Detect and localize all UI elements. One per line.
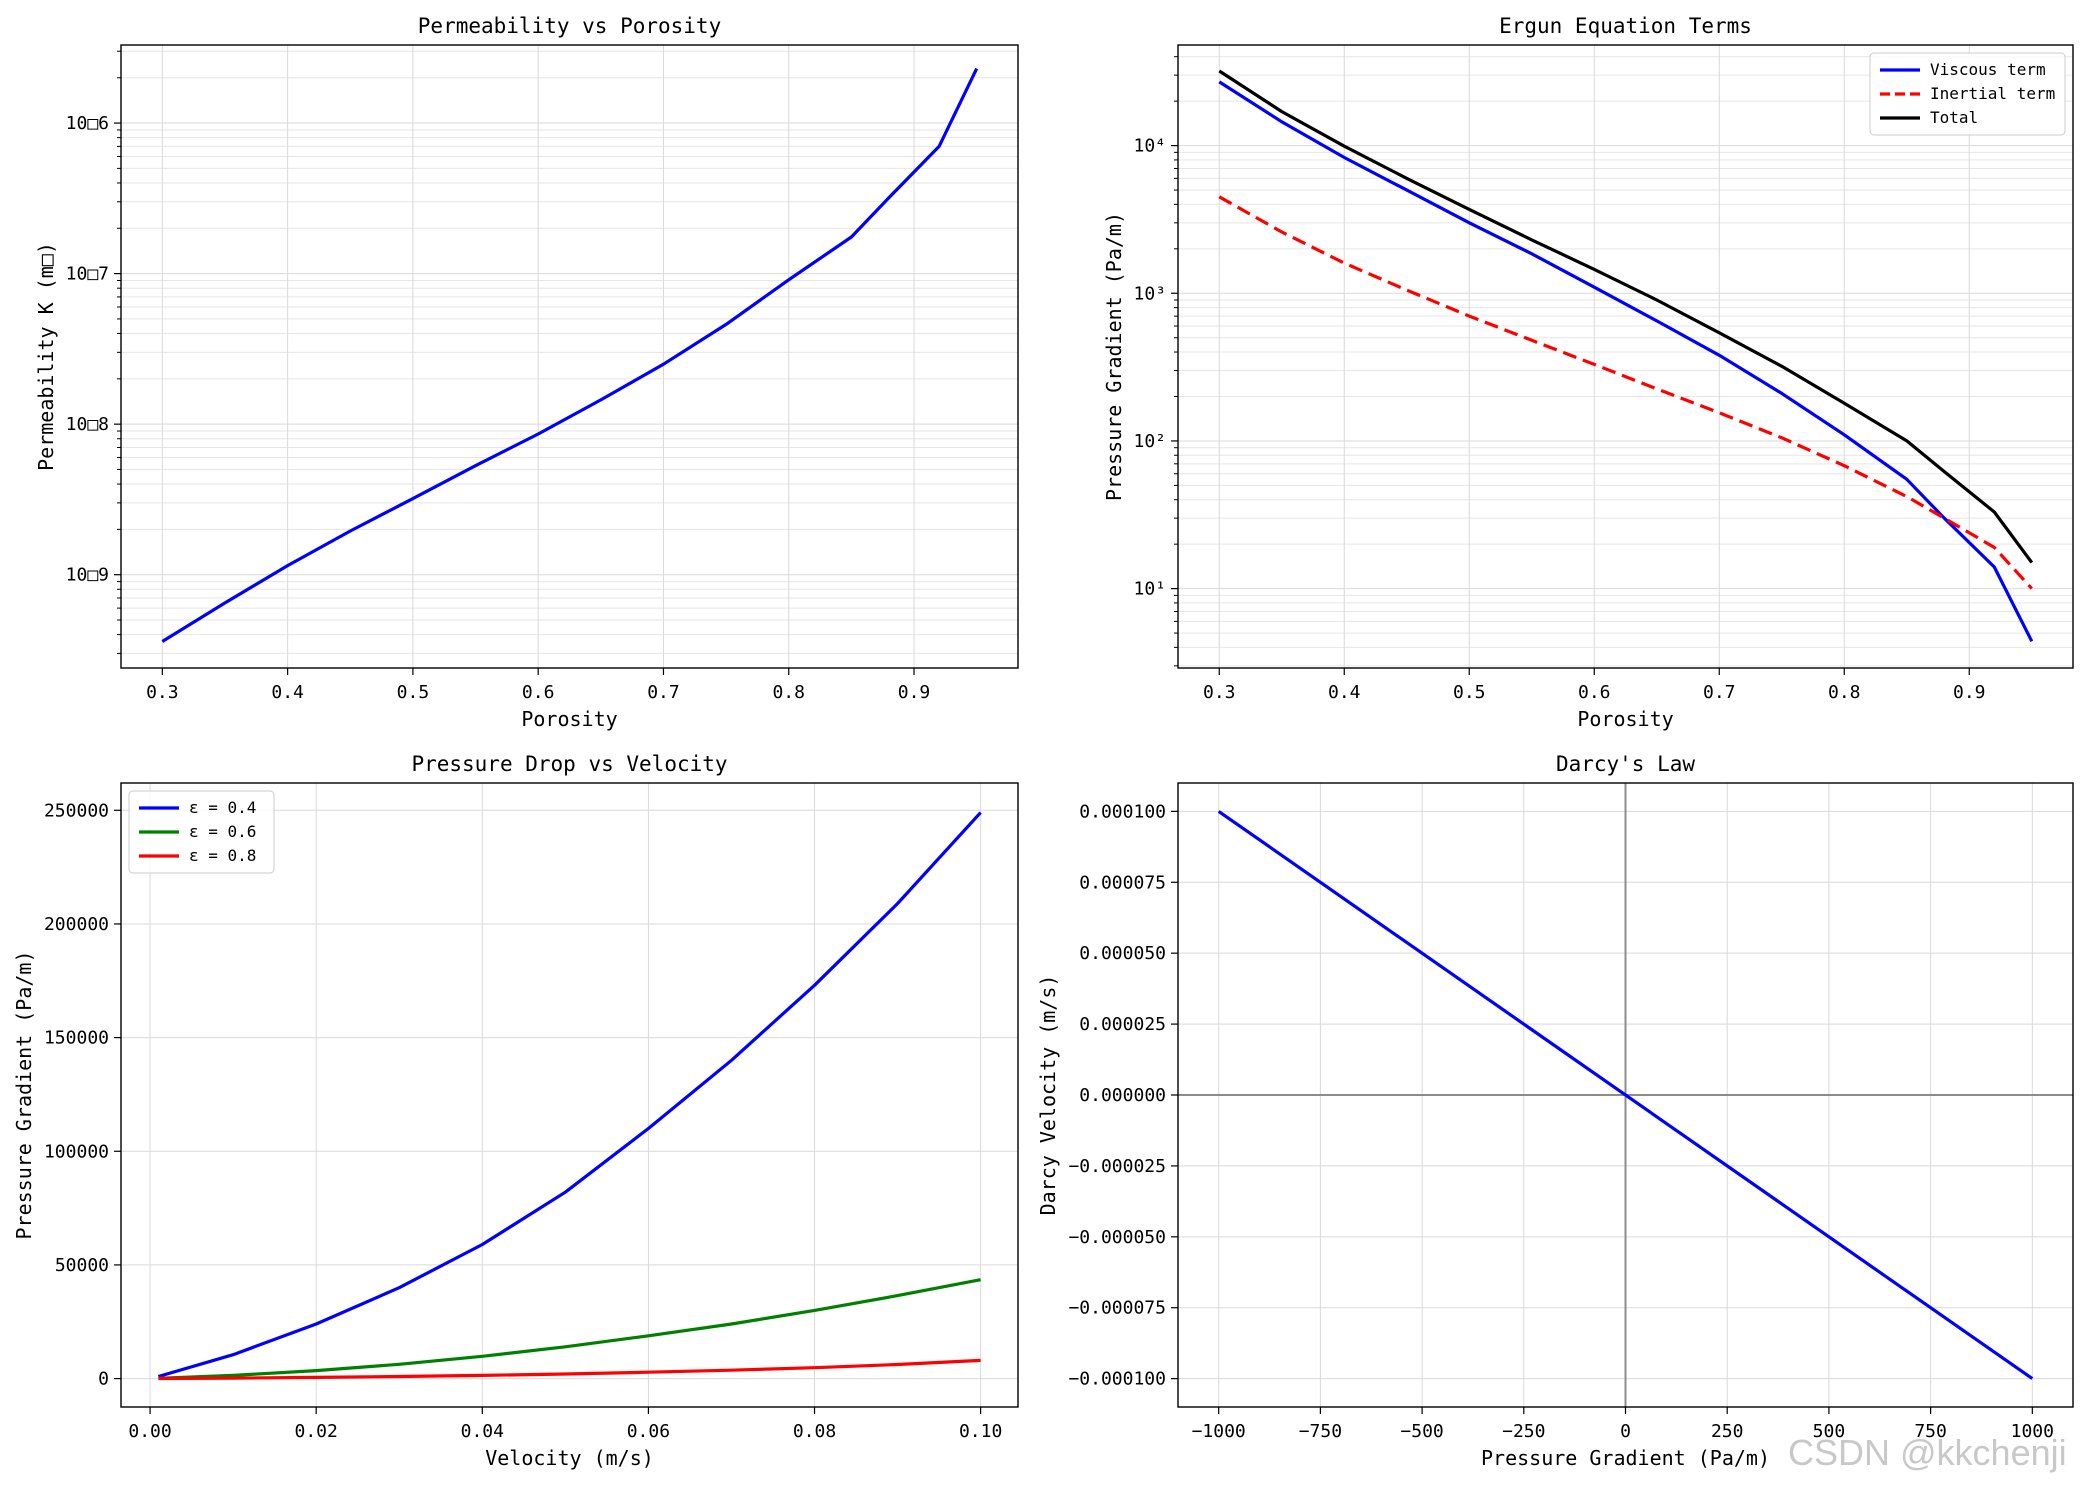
- y-tick-label: 100000: [44, 1141, 109, 1162]
- chart-ergun: 0.3 0.4 0.5 0.6 0.7 0.8 0.9 10¹ 10² 10³ 10⁴ Ergun E…: [1102, 14, 2074, 731]
- x-axis-label: Velocity (m/s): [485, 1446, 654, 1470]
- watermark: CSDN @kkchenji: [1788, 1432, 2067, 1473]
- legend-box: [1869, 52, 2066, 136]
- y-tick-label: 10²: [1133, 431, 1166, 452]
- x-tick-label: 0.4: [1328, 682, 1361, 703]
- x-tick-label: 1000: [2011, 1421, 2054, 1442]
- x-tick-label: 0.04: [461, 1421, 504, 1442]
- y-tick-label: −0.000050: [1068, 1227, 1166, 1248]
- x-tick-label: 0.8: [772, 682, 805, 703]
- x-tick-label: −1000: [1192, 1421, 1246, 1442]
- legend-entry: ε = 0.4: [189, 798, 256, 817]
- x-tick-label: 250: [1711, 1421, 1744, 1442]
- series-line-0-4: [157, 811, 982, 1379]
- x-axis-label: Porosity: [521, 707, 617, 731]
- y-tick-label: −0.000025: [1068, 1156, 1166, 1177]
- legend-box: [128, 790, 275, 874]
- x-axis-label: Pressure Gradient (Pa/m): [1481, 1446, 1770, 1470]
- chart-title: Ergun Equation Terms: [1499, 14, 1752, 38]
- plot-frame: [1177, 44, 2074, 669]
- legend: ε = 0.4 ε = 0.6 ε = 0.8: [128, 790, 275, 874]
- chart-title: Permeability vs Porosity: [418, 14, 721, 38]
- y-tick-label: 0.000000: [1079, 1085, 1166, 1106]
- chart-dp: 0.00 0.02 0.04 0.06 0.08 0.10 0 50000 100000 1500…: [12, 752, 1019, 1470]
- y-tick-label: 0: [98, 1369, 109, 1390]
- legend-entry: Inertial term: [1930, 84, 2055, 103]
- y-tick-label: 10⁴: [1133, 136, 1166, 157]
- plot-frame: [1177, 782, 2074, 1408]
- plot-frame: [120, 782, 1019, 1408]
- legend-entry: Viscous term: [1930, 60, 2046, 79]
- y-tick-label: 50000: [55, 1255, 109, 1276]
- x-tick-label: 500: [1813, 1421, 1846, 1442]
- y-tick-label: 10¹: [1133, 579, 1166, 600]
- series-line-inertial-term: [1218, 195, 2033, 590]
- x-tick-label: −500: [1400, 1421, 1443, 1442]
- x-tick-label: 0.7: [1703, 682, 1736, 703]
- y-axis-label: Darcy Velocity (m/s): [1036, 975, 1060, 1216]
- chart-perm: 0.3 0.4 0.5 0.6 0.7 0.8 0.9 10□9 10□8 10□7 10□6 Per…: [34, 14, 1019, 731]
- y-tick-label: 10□7: [66, 264, 109, 285]
- series-line-main: [1217, 810, 2034, 1380]
- y-tick-label: 10□8: [66, 414, 109, 435]
- x-tick-label: 0.06: [627, 1421, 670, 1442]
- y-tick-label: 0.000025: [1079, 1014, 1166, 1035]
- y-tick-label: 0.000100: [1079, 801, 1166, 822]
- y-axis-label: Pressure Gradient (Pa/m): [12, 951, 36, 1240]
- x-tick-label: 0.3: [146, 682, 179, 703]
- y-axis-label: Permeability K (m□): [34, 242, 58, 471]
- x-axis-label: Porosity: [1577, 707, 1673, 731]
- series-line-0-6: [158, 1278, 981, 1380]
- y-tick-label: 10³: [1133, 283, 1166, 304]
- y-tick-label: 250000: [44, 800, 109, 821]
- x-tick-label: −750: [1299, 1421, 1342, 1442]
- series-line-viscous-term: [1218, 80, 2034, 643]
- y-tick-label: 10□9: [66, 565, 109, 586]
- chart-title: Pressure Drop vs Velocity: [411, 752, 727, 776]
- legend: Viscous term Inertial term Total: [1869, 52, 2066, 136]
- x-tick-label: 0: [1620, 1421, 1631, 1442]
- y-tick-label: −0.000100: [1068, 1369, 1166, 1390]
- series-line-total: [1218, 69, 2034, 564]
- x-tick-label: 0.00: [128, 1421, 171, 1442]
- y-tick-label: 150000: [44, 1028, 109, 1049]
- series-line-main: [161, 67, 979, 643]
- y-tick-label: −0.000075: [1068, 1298, 1166, 1319]
- x-tick-label: 0.9: [898, 682, 931, 703]
- y-axis-label: Pressure Gradient (Pa/m): [1102, 212, 1126, 501]
- chart-title: Darcy's Law: [1556, 752, 1695, 776]
- y-tick-label: 0.000075: [1079, 872, 1166, 893]
- plot-frame: [120, 44, 1019, 669]
- x-tick-label: 0.6: [1578, 682, 1611, 703]
- x-tick-label: 0.3: [1203, 682, 1236, 703]
- x-tick-label: 0.8: [1828, 682, 1861, 703]
- x-tick-label: 0.5: [1453, 682, 1486, 703]
- legend-entry: ε = 0.8: [189, 846, 256, 865]
- y-tick-label: 200000: [44, 914, 109, 935]
- y-tick-label: 10□6: [66, 113, 109, 134]
- x-tick-label: 0.08: [793, 1421, 836, 1442]
- x-tick-label: 0.5: [397, 682, 430, 703]
- x-tick-label: 750: [1914, 1421, 1947, 1442]
- legend-entry: Total: [1930, 108, 1978, 127]
- x-tick-label: 0.9: [1953, 682, 1986, 703]
- chart-darcy: −1000 −750 −500 −250 0 250 500 750 1000 −0.000100…: [1036, 752, 2074, 1470]
- y-tick-label: 0.000050: [1079, 943, 1166, 964]
- x-tick-label: 0.7: [647, 682, 680, 703]
- x-tick-label: 0.02: [295, 1421, 338, 1442]
- x-tick-label: 0.10: [959, 1421, 1002, 1442]
- x-tick-label: −250: [1502, 1421, 1545, 1442]
- legend-entry: ε = 0.6: [189, 822, 256, 841]
- x-tick-label: 0.6: [522, 682, 555, 703]
- x-tick-label: 0.4: [271, 682, 304, 703]
- series-line-0-8: [158, 1358, 981, 1381]
